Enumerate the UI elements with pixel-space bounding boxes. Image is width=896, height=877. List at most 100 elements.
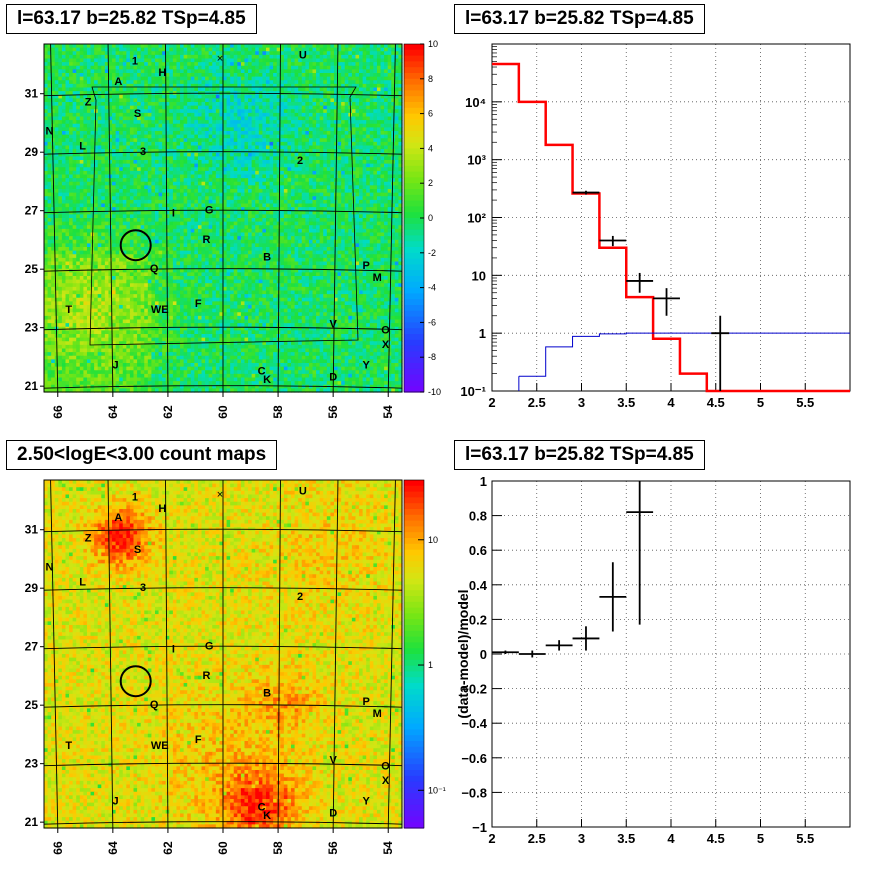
colorbar-tick-label: 0 bbox=[428, 213, 433, 223]
source-label-y: Y bbox=[363, 796, 371, 808]
y-tick-label: 23 bbox=[25, 321, 39, 335]
source-label-s: S bbox=[134, 108, 141, 120]
x-tick-label: 54 bbox=[381, 841, 395, 855]
colorbar-tick-label: 6 bbox=[428, 109, 433, 119]
y-tick-label: 10² bbox=[467, 211, 486, 226]
x-tick-label: 4 bbox=[667, 831, 675, 846]
y-tick-label: 0.6 bbox=[469, 543, 487, 558]
x-tick-label: 60 bbox=[216, 841, 230, 855]
colorbar-tick-label: 10 bbox=[428, 535, 438, 545]
source-label-t: T bbox=[65, 740, 72, 752]
colorbar-tick-label: 8 bbox=[428, 74, 433, 84]
y-tick-label: 21 bbox=[25, 815, 39, 829]
colorbar-tick-label: 10⁻¹ bbox=[428, 785, 446, 795]
x-tick-label: 66 bbox=[51, 405, 65, 419]
source-label-v: V bbox=[330, 755, 338, 767]
source-label-k: K bbox=[263, 810, 271, 822]
source-label-1: 1 bbox=[132, 492, 138, 504]
source-label-q: Q bbox=[150, 699, 159, 711]
source-label-r: R bbox=[203, 670, 211, 682]
source-label-i: I bbox=[172, 208, 175, 220]
y-tick-label: 31 bbox=[25, 87, 39, 101]
source-label-n: N bbox=[46, 562, 54, 574]
x-tick-label: 5.5 bbox=[796, 831, 814, 846]
source-label-j: J bbox=[113, 796, 119, 808]
y-tick-label: 21 bbox=[25, 379, 39, 393]
source-label-o: O bbox=[381, 761, 390, 773]
y-tick-label: 29 bbox=[25, 145, 39, 159]
x-tick-label: 3 bbox=[578, 395, 585, 410]
source-label-m: M bbox=[373, 708, 382, 720]
source-label-u: U bbox=[299, 50, 307, 62]
y-tick-label: −0.8 bbox=[461, 785, 487, 800]
y-tick-label: −0.6 bbox=[461, 751, 487, 766]
colorbar-tick-label: 10 bbox=[428, 39, 438, 49]
source-label-l: L bbox=[79, 140, 86, 152]
source-label-p: P bbox=[363, 696, 370, 708]
source-label-d: D bbox=[329, 807, 337, 819]
x-tick-label: 3.5 bbox=[617, 395, 635, 410]
source-label-z: Z bbox=[85, 532, 92, 544]
map-bottom-title: 2.50<logE<3.00 count maps bbox=[6, 440, 277, 470]
source-label-1: 1 bbox=[132, 56, 138, 68]
x-tick-label: 62 bbox=[161, 405, 175, 419]
x-tick-label: 66 bbox=[51, 841, 65, 855]
x-tick-label: 60 bbox=[216, 405, 230, 419]
x-tick-label: 4.5 bbox=[707, 831, 725, 846]
source-label-u: U bbox=[299, 486, 307, 498]
y-tick-label: 29 bbox=[25, 581, 39, 595]
source-label-y: Y bbox=[363, 360, 371, 372]
residual-grid bbox=[492, 481, 850, 827]
source-label-b: B bbox=[263, 251, 271, 263]
colorbar-tick-label: -2 bbox=[428, 248, 436, 258]
x-tick-label: 54 bbox=[381, 405, 395, 419]
x-tick-label: 5 bbox=[757, 831, 764, 846]
source-label-x: X bbox=[382, 339, 390, 351]
y-tick-label: 25 bbox=[25, 262, 39, 276]
source-label-d: D bbox=[329, 371, 337, 383]
y-tick-label: 1 bbox=[480, 474, 487, 489]
y-tick-label: 0.8 bbox=[469, 509, 487, 524]
x-tick-label: 2 bbox=[488, 395, 495, 410]
source-label-r: R bbox=[203, 234, 211, 246]
x-tick-label: 2 bbox=[488, 831, 495, 846]
spectrum-title: l=63.17 b=25.82 TSp=4.85 bbox=[454, 4, 705, 34]
y-tick-label: 31 bbox=[25, 523, 39, 537]
source-label-f: F bbox=[195, 734, 202, 746]
x-tick-label: 56 bbox=[326, 841, 340, 855]
y-tick-label: 10⁴ bbox=[465, 95, 486, 110]
y-tick-label: 1 bbox=[479, 326, 486, 341]
source-label-m: M bbox=[373, 272, 382, 284]
x-tick-label: 64 bbox=[106, 841, 120, 855]
x-tick-label: 5 bbox=[757, 395, 764, 410]
colorbar-tick-label: 1 bbox=[428, 660, 433, 670]
x-tick-label: 3.5 bbox=[617, 831, 635, 846]
y-tick-label: 27 bbox=[25, 640, 39, 654]
source-label-h: H bbox=[158, 503, 166, 515]
source-label-f: F bbox=[195, 298, 202, 310]
x-tick-label: 56 bbox=[326, 405, 340, 419]
source-label-z: Z bbox=[85, 96, 92, 108]
x-tick-label: 5.5 bbox=[796, 395, 814, 410]
y-tick-label: 25 bbox=[25, 698, 39, 712]
source-label-h: H bbox=[158, 67, 166, 79]
source-label-x: X bbox=[382, 775, 390, 787]
source-label-3: 3 bbox=[140, 146, 146, 158]
source-label-v: V bbox=[330, 319, 338, 331]
colorbar-tick-label: 4 bbox=[428, 143, 433, 153]
source-label-l: L bbox=[79, 576, 86, 588]
x-tick-label: 58 bbox=[271, 405, 285, 419]
source-label-a: A bbox=[114, 512, 122, 524]
x-tick-label: 4 bbox=[667, 395, 675, 410]
y-tick-label: −1 bbox=[472, 820, 487, 835]
source-label-k: K bbox=[263, 374, 271, 386]
x-tick-label: 3 bbox=[578, 831, 585, 846]
y-tick-label: 10⁻¹ bbox=[460, 384, 486, 399]
y-tick-label: 0.2 bbox=[469, 612, 487, 627]
source-label-g: G bbox=[205, 641, 214, 653]
